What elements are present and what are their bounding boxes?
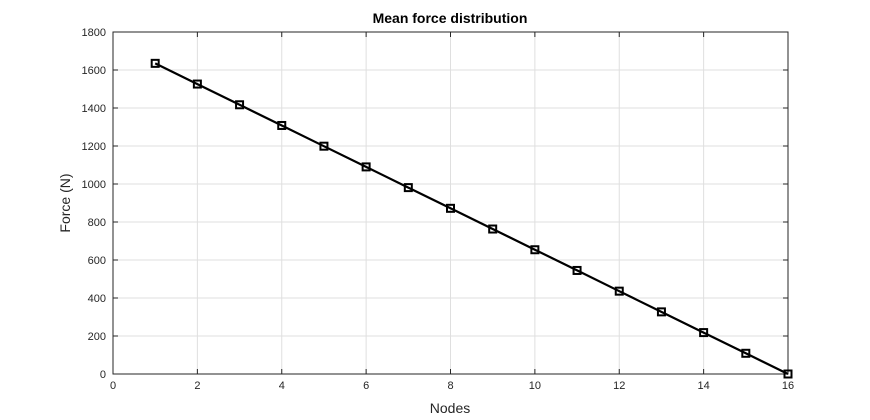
data-point-marker xyxy=(403,183,413,193)
data-point-marker xyxy=(614,286,624,296)
series-group xyxy=(150,58,793,379)
y-axis-label: Force (N) xyxy=(57,173,73,232)
x-tick-label: 2 xyxy=(194,380,200,392)
data-point-marker xyxy=(530,245,540,255)
data-point-marker xyxy=(656,307,666,317)
y-tick-label: 1600 xyxy=(82,65,106,77)
x-tick-label: 8 xyxy=(447,380,453,392)
data-point-marker xyxy=(741,348,751,358)
y-tick-label: 600 xyxy=(88,255,106,267)
x-tick-label: 4 xyxy=(279,380,285,392)
x-axis-label: Nodes xyxy=(430,400,470,416)
y-axis-ticks: 0 200 400 600 800 1000 1200 1400 1600 1800 xyxy=(82,27,788,381)
data-point-marker xyxy=(572,265,582,275)
x-tick-label: 6 xyxy=(363,380,369,392)
x-tick-label: 10 xyxy=(529,380,541,392)
data-point-marker xyxy=(319,141,329,151)
data-point-marker xyxy=(361,162,371,172)
data-point-marker xyxy=(783,369,793,379)
x-tick-label: 12 xyxy=(613,380,625,392)
y-tick-label: 1800 xyxy=(82,27,106,39)
data-point-marker xyxy=(699,328,709,338)
series-line xyxy=(154,62,789,375)
data-point-marker xyxy=(277,120,287,130)
chart-title: Mean force distribution xyxy=(373,10,528,26)
y-tick-label: 1200 xyxy=(82,141,106,153)
y-tick-label: 1400 xyxy=(82,103,106,115)
grid xyxy=(113,32,788,374)
data-point-marker xyxy=(150,58,160,68)
x-tick-label: 14 xyxy=(698,380,710,392)
y-tick-label: 200 xyxy=(88,331,106,343)
y-tick-label: 800 xyxy=(88,217,106,229)
data-point-marker xyxy=(235,100,245,110)
x-tick-label: 0 xyxy=(110,380,116,392)
y-tick-label: 1000 xyxy=(82,179,106,191)
x-tick-label: 16 xyxy=(782,380,794,392)
data-point-marker xyxy=(192,79,202,89)
data-point-marker xyxy=(446,203,455,213)
data-point-marker xyxy=(488,224,498,234)
y-tick-label: 400 xyxy=(88,293,106,305)
y-tick-label: 0 xyxy=(100,369,106,381)
x-axis-ticks: 0 2 4 6 8 10 12 14 16 xyxy=(110,32,794,392)
